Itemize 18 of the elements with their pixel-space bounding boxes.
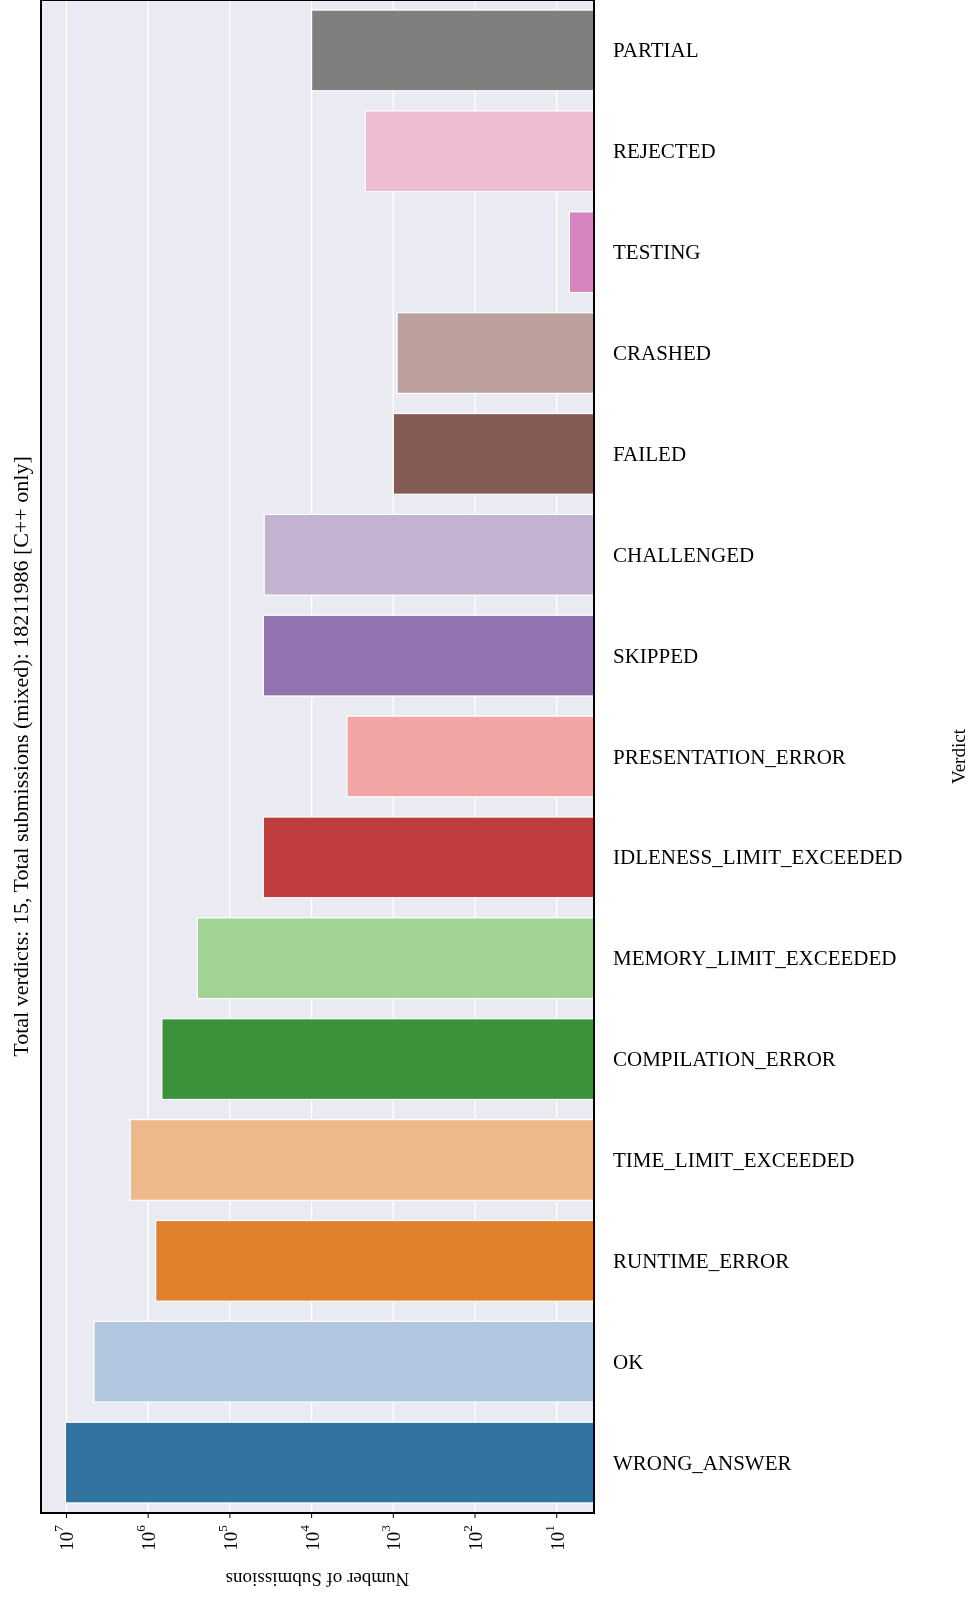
y-tick-label: OK bbox=[613, 1349, 644, 1374]
y-tick-label: COMPILATION_ERROR bbox=[613, 1047, 836, 1072]
y-tick-label: RUNTIME_ERROR bbox=[613, 1248, 790, 1273]
y-tick-label: TESTING bbox=[613, 240, 701, 265]
y-tick-label: REJECTED bbox=[613, 139, 716, 164]
y-tick-label: TIME_LIMIT_EXCEEDED bbox=[613, 1147, 855, 1172]
text: Total verdicts: 15, Total submissions (mixed): 18211986 [C++ only] bbox=[7, 456, 33, 1057]
y-tick-label: FAILED bbox=[613, 441, 687, 466]
y-tick-label: PRESENTATION_ERROR bbox=[613, 744, 846, 769]
x-axis-title: Number of Submissions bbox=[225, 1569, 410, 1591]
y-tick-label: CRASHED bbox=[613, 341, 712, 366]
y-tick-label: PARTIAL bbox=[613, 38, 699, 63]
y-axis-title: Verdict bbox=[947, 728, 969, 784]
y-tick-label: WRONG_ANSWER bbox=[613, 1450, 792, 1475]
y-tick-label: IDLENESS_LIMIT_EXCEEDED bbox=[613, 845, 903, 870]
y-tick-label: MEMORY_LIMIT_EXCEEDED bbox=[613, 946, 897, 971]
y-tick-label: SKIPPED bbox=[613, 643, 699, 668]
y-tick-label: CHALLENGED bbox=[613, 542, 755, 567]
